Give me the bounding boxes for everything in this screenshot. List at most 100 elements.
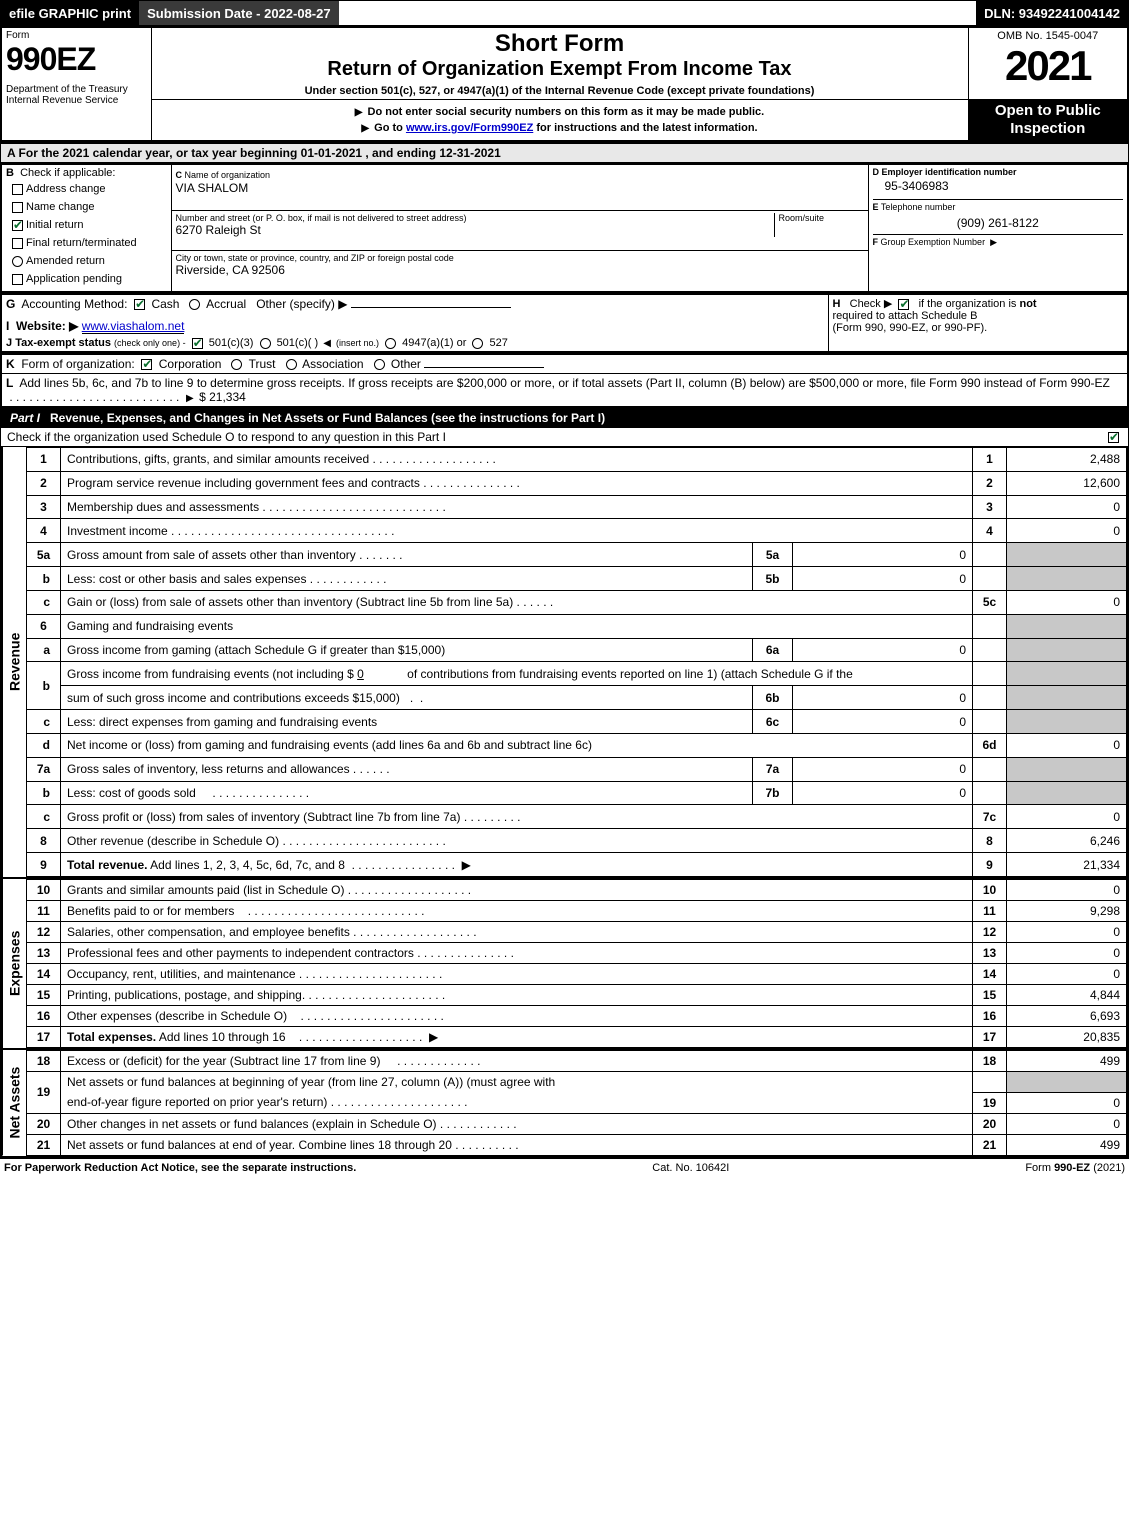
section-c-label: C [176, 170, 183, 180]
line-amount: 499 [1007, 1051, 1127, 1072]
section-f-label: F [873, 237, 879, 247]
part1-label: Part I [6, 411, 50, 425]
checkbox-501c3[interactable] [192, 338, 203, 349]
revenue-lines: 1 Contributions, gifts, grants, and simi… [26, 447, 1127, 877]
checkbox-amended-return[interactable] [12, 256, 23, 267]
line-num: 15 [27, 985, 61, 1006]
check-label: Final return/terminated [26, 237, 137, 249]
grey-cell [1007, 543, 1127, 567]
line-ref: 15 [973, 985, 1007, 1006]
line-ref: 20 [973, 1113, 1007, 1134]
instructions-link[interactable]: www.irs.gov/Form990EZ [406, 122, 533, 134]
line-text: Gross sales of inventory, less returns a… [67, 762, 350, 776]
arrow-icon [186, 390, 196, 404]
line-amount: 12,600 [1007, 471, 1127, 495]
checkbox-cash[interactable] [134, 299, 145, 310]
check-label: Address change [26, 183, 106, 195]
gross-receipts-value: $ 21,334 [199, 390, 246, 404]
line-amount: 0 [1007, 1113, 1127, 1134]
h-text2: if the organization is [919, 298, 1017, 310]
gh-block: G Accounting Method: Cash Accrual Other … [0, 293, 1129, 353]
line-ref: 2 [973, 471, 1007, 495]
grey-cell [1007, 567, 1127, 591]
omb-number: OMB No. 1545-0047 [973, 30, 1124, 42]
checkbox-corporation[interactable] [141, 359, 152, 370]
line-text: Gaming and fundraising events [61, 614, 973, 638]
line-text: Net income or (loss) from gaming and fun… [61, 733, 973, 757]
header-note2-suffix: for instructions and the latest informat… [536, 122, 757, 134]
checkbox-schedule-b[interactable] [898, 299, 909, 310]
footer-form: 990-EZ [1054, 1162, 1090, 1174]
line-num: a [27, 638, 61, 662]
checkbox-name-change[interactable] [12, 202, 23, 213]
grey-cell [973, 710, 1007, 734]
grey-cell [973, 757, 1007, 781]
checkbox-527[interactable] [472, 338, 483, 349]
line-amount: 0 [1007, 495, 1127, 519]
checkbox-address-change[interactable] [12, 184, 23, 195]
line-ref: 12 [973, 922, 1007, 943]
line-num: 5a [27, 543, 61, 567]
opt-501c3: 501(c)(3) [209, 337, 254, 349]
checkbox-list: Address change Name change Initial retur… [6, 179, 143, 289]
room-suite-label: Room/suite [779, 213, 864, 223]
checkbox-schedule-o[interactable] [1108, 432, 1119, 443]
line-num: 10 [27, 880, 61, 901]
dept-irs: Internal Revenue Service [6, 95, 147, 106]
line-ref: 17 [973, 1027, 1007, 1048]
section-d-label: D [873, 167, 880, 177]
section-a-taxyear: A For the 2021 calendar year, or tax yea… [0, 142, 1129, 163]
section-k-label: K [6, 357, 15, 371]
assoc-label: Association [302, 357, 363, 371]
header-note-ssn: Do not enter social security numbers on … [368, 106, 765, 118]
grey-cell [973, 781, 1007, 805]
line-amount: 499 [1007, 1134, 1127, 1155]
line-ref: 21 [973, 1134, 1007, 1155]
checkbox-initial-return[interactable] [12, 220, 23, 231]
grey-cell [973, 662, 1007, 686]
website-link[interactable]: www.viashalom.net [82, 319, 185, 334]
line-text: Other revenue (describe in Schedule O) [67, 834, 279, 848]
line-text: Membership dues and assessments [67, 500, 259, 514]
line-amount: 0 [1007, 1092, 1127, 1113]
grey-cell [1007, 662, 1127, 686]
line-num: 6 [27, 614, 61, 638]
opt-527: 527 [490, 337, 508, 349]
line-ref: 8 [973, 829, 1007, 853]
inline-amount: 0 [793, 757, 973, 781]
grey-cell [1007, 781, 1127, 805]
checkbox-trust[interactable] [231, 359, 242, 370]
check-only-one: (check only one) - [114, 338, 186, 348]
checkbox-final-return[interactable] [12, 238, 23, 249]
phone-label: Telephone number [881, 202, 956, 212]
line-amount: 21,334 [1007, 853, 1127, 877]
checkbox-accrual[interactable] [189, 299, 200, 310]
line-text: Program service revenue including govern… [67, 476, 420, 490]
efile-label: efile GRAPHIC print [1, 1, 139, 25]
line-num: 16 [27, 1006, 61, 1027]
checkbox-4947[interactable] [385, 338, 396, 349]
inline-amount: 0 [793, 710, 973, 734]
part1-title: Revenue, Expenses, and Changes in Net As… [50, 411, 428, 425]
line-amount: 0 [1007, 943, 1127, 964]
footer-left: For Paperwork Reduction Act Notice, see … [4, 1162, 356, 1174]
inline-amount: 0 [793, 543, 973, 567]
fundraising-not-including-amount: 0 [357, 667, 364, 681]
accounting-method-label: Accounting Method: [21, 297, 127, 311]
line-ref: 16 [973, 1006, 1007, 1027]
line-num: 13 [27, 943, 61, 964]
checkbox-application-pending[interactable] [12, 274, 23, 285]
line-text: Other changes in net assets or fund bala… [67, 1117, 437, 1131]
checkbox-association[interactable] [286, 359, 297, 370]
line-text: Net assets or fund balances at end of ye… [67, 1138, 452, 1152]
line-text: Gain or (loss) from sale of assets other… [67, 595, 513, 609]
line-ref: 9 [973, 853, 1007, 877]
corp-label: Corporation [159, 357, 222, 371]
checkbox-501c[interactable] [260, 338, 271, 349]
street-value: 6270 Raleigh St [176, 223, 774, 237]
inline-amount: 0 [793, 686, 973, 710]
street-label: Number and street (or P. O. box, if mail… [176, 213, 774, 223]
line-amount: 0 [1007, 880, 1127, 901]
line-num: 17 [27, 1027, 61, 1048]
checkbox-other-org[interactable] [374, 359, 385, 370]
